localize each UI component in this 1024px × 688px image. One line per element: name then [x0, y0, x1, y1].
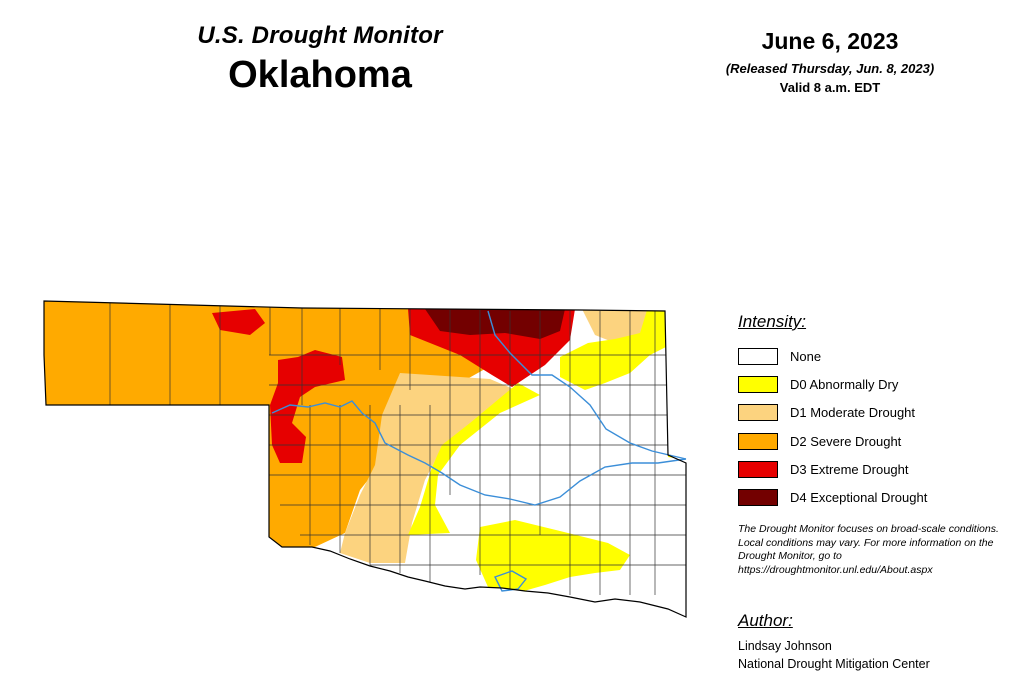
d3-area-panhandle: [212, 309, 265, 335]
cimarron-river: [271, 400, 687, 506]
legend-swatch: [738, 347, 778, 365]
legend-label: D0 Abnormally Dry: [790, 376, 899, 392]
legend-item-d2: D2 Severe Drought: [738, 427, 1018, 455]
d0-area-west: [408, 383, 540, 535]
author-name: Lindsay Johnson: [738, 639, 832, 653]
legend-swatch: [738, 489, 778, 507]
d0-area-east-edge: [668, 395, 686, 460]
title-block: U.S. Drought Monitor Oklahoma: [150, 22, 490, 97]
disclaimer-text: The Drought Monitor focuses on broad-sca…: [738, 523, 999, 576]
d4-area: [425, 309, 565, 339]
legend-label: None: [790, 348, 822, 364]
oklahoma-map-svg: [43, 300, 687, 618]
legend-label: D1 Moderate Drought: [790, 405, 916, 421]
valid-time: Valid 8 a.m. EDT: [779, 80, 881, 95]
d1-area-ne: [580, 305, 650, 343]
map-subtitle: U.S. Drought Monitor: [197, 22, 443, 49]
legend-label: D4 Exceptional Drought: [790, 490, 928, 506]
release-date: (Released Thursday, Jun. 8, 2023): [725, 61, 935, 76]
legend-item-d3: D3 Extreme Drought: [738, 455, 1018, 483]
legend-label: D3 Extreme Drought: [790, 461, 909, 477]
d3-area-northwest: [270, 350, 345, 463]
red-river-lake: [494, 570, 528, 592]
legend-swatch: [738, 432, 778, 450]
legend-swatch: [738, 460, 778, 478]
d0-area-ne: [560, 307, 670, 390]
state-name: Oklahoma: [228, 54, 412, 96]
legend-swatch: [738, 404, 778, 422]
author-heading: Author:: [738, 611, 793, 630]
drought-map: [40, 295, 690, 625]
drought-layers: [44, 301, 686, 617]
legend-item-none: None: [738, 342, 1018, 370]
legend-title: Intensity:: [738, 312, 807, 331]
legend-item-d1: D1 Moderate Drought: [738, 399, 1018, 427]
legend: Intensity: None D0 Abnormally Dry D1 Mod…: [738, 312, 1018, 512]
map-date: June 6, 2023: [761, 28, 899, 54]
legend-item-d4: D4 Exceptional Drought: [738, 483, 1018, 511]
legend-item-d0: D0 Abnormally Dry: [738, 370, 1018, 398]
date-block: June 6, 2023 (Released Thursday, Jun. 8,…: [690, 28, 970, 95]
legend-label: D2 Severe Drought: [790, 433, 902, 449]
legend-swatch: [738, 375, 778, 393]
rivers: [271, 310, 687, 592]
arkansas-river: [487, 310, 687, 460]
county-lines: [109, 301, 686, 595]
author-org: National Drought Mitigation Center: [738, 657, 930, 671]
d0-area-south: [476, 520, 630, 595]
